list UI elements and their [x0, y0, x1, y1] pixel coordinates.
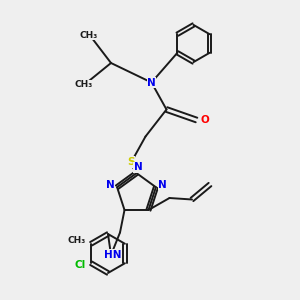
- Text: N: N: [134, 162, 142, 172]
- Text: CH₃: CH₃: [68, 236, 86, 245]
- Text: CH₃: CH₃: [75, 80, 93, 89]
- Text: O: O: [200, 115, 209, 125]
- Text: N: N: [106, 180, 115, 190]
- Text: CH₃: CH₃: [80, 31, 98, 40]
- Text: HN: HN: [104, 250, 121, 260]
- Text: N: N: [158, 180, 167, 190]
- Text: N: N: [147, 77, 156, 88]
- Text: Cl: Cl: [75, 260, 86, 270]
- Text: S: S: [127, 157, 134, 167]
